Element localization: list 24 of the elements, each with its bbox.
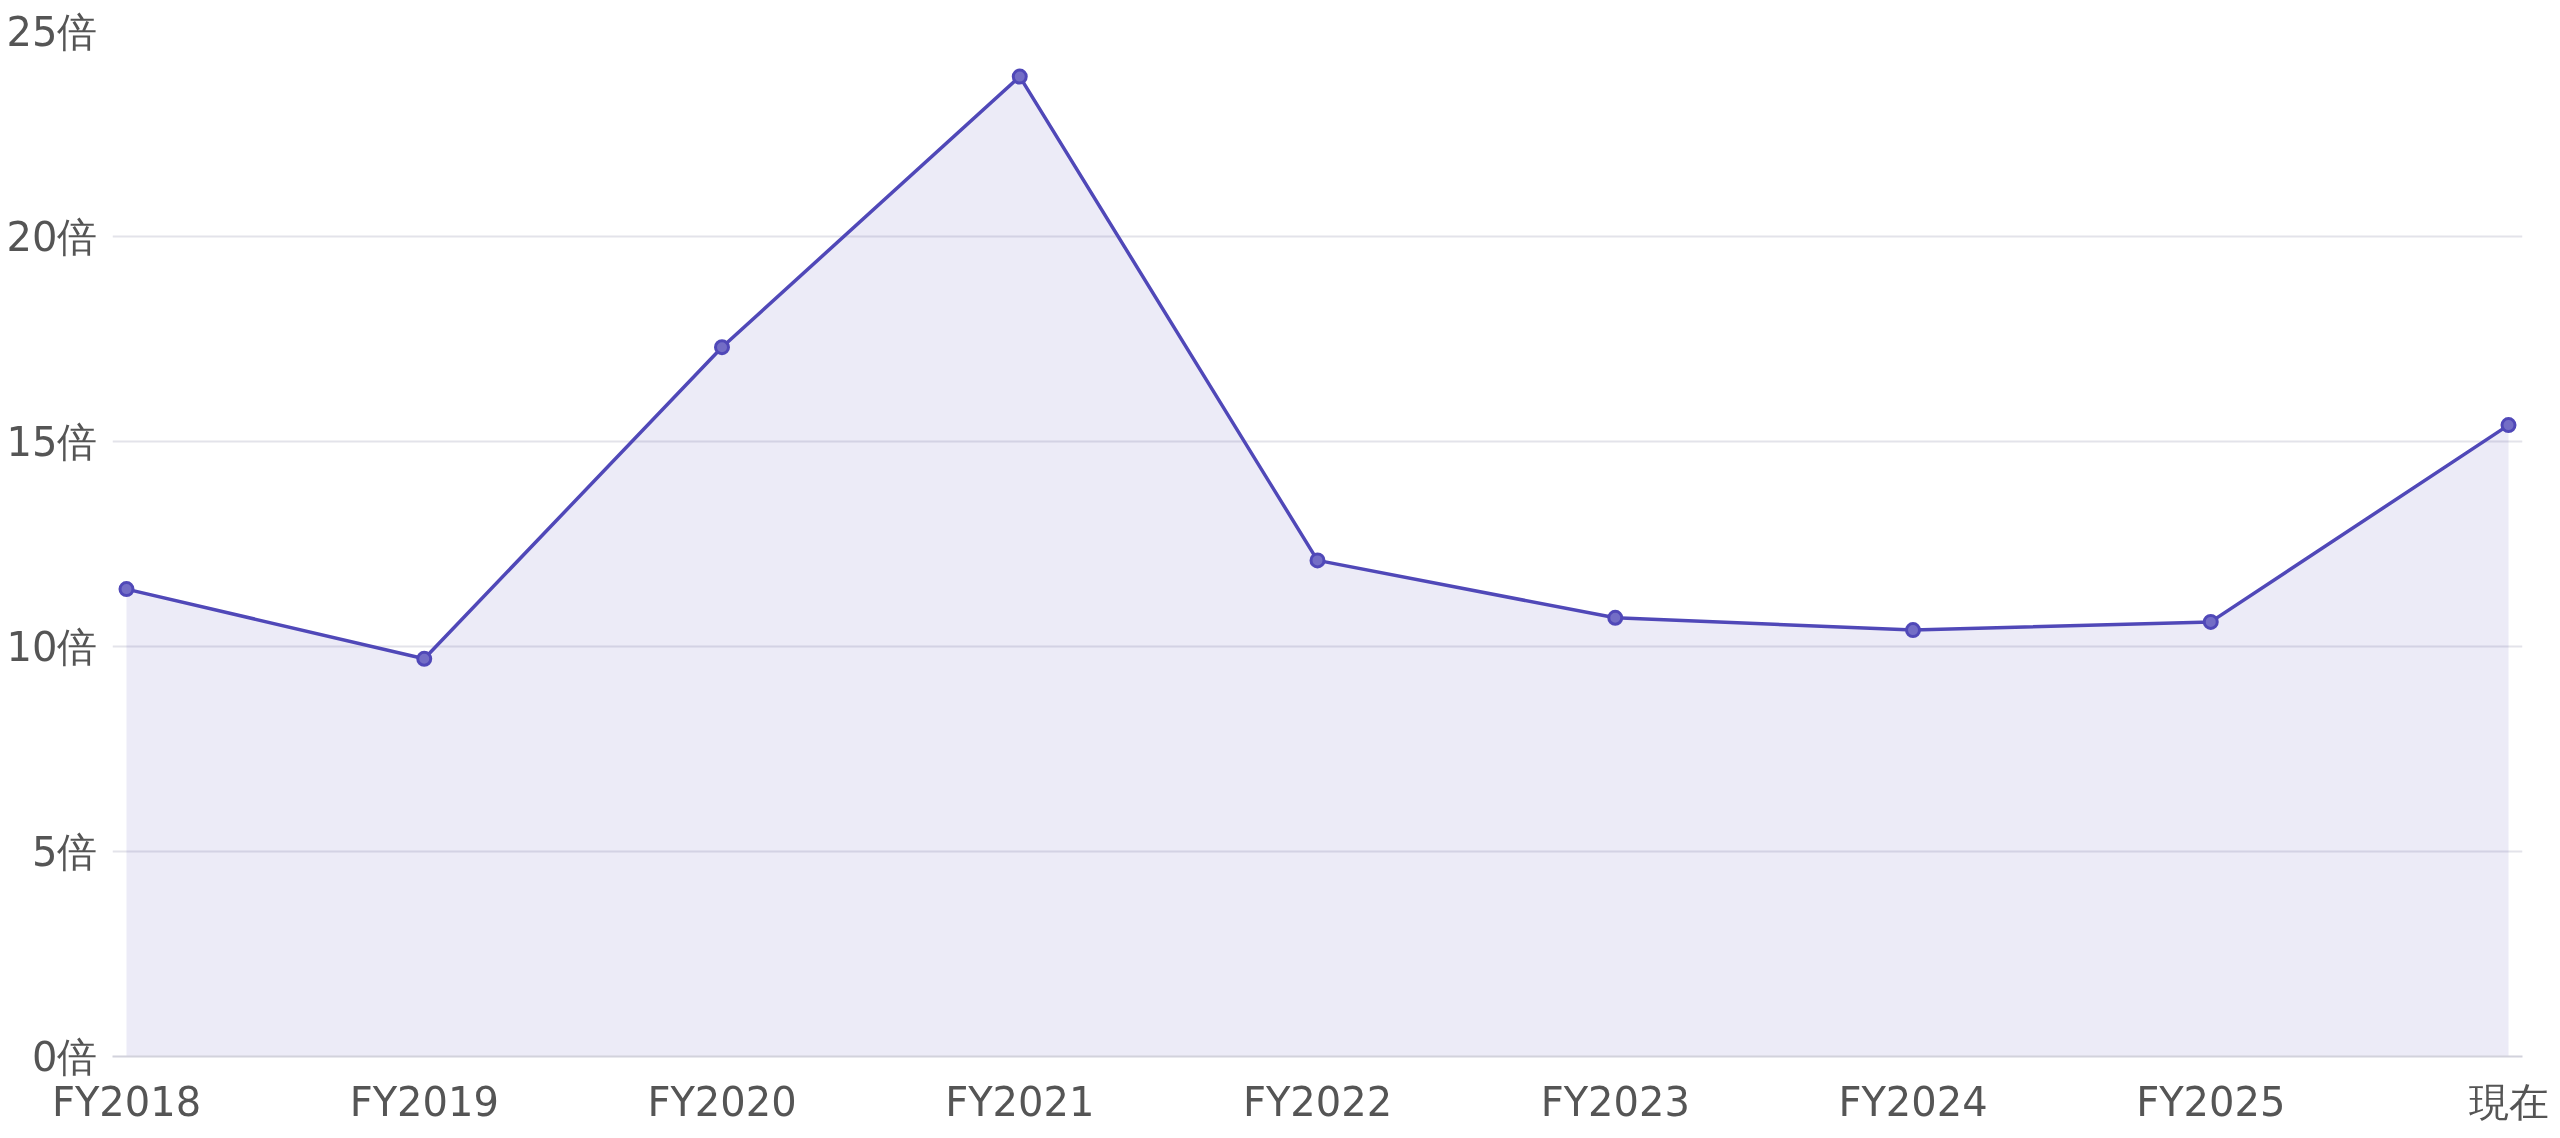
point — [1011, 68, 1028, 85]
y-tick-label: 10倍 — [6, 623, 98, 670]
point — [714, 339, 730, 356]
point — [416, 650, 433, 667]
y-tick-label: 25倍 — [6, 8, 98, 55]
x-tick-label: FY2020 — [647, 1078, 797, 1125]
point — [1607, 609, 1624, 626]
x-tick-label: FY2018 — [51, 1078, 202, 1125]
point — [118, 581, 135, 598]
point — [1309, 552, 1326, 569]
y-tick-label: 0倍 — [32, 1033, 98, 1080]
point — [1905, 622, 1921, 639]
x-tick-label: FY2021 — [945, 1078, 1095, 1125]
y-tick-label: 5倍 — [32, 828, 98, 875]
x-tick-label: FY2023 — [1540, 1078, 1690, 1125]
x-tick-label: FY2024 — [1838, 1078, 1988, 1125]
x-tick-label: FY2025 — [2136, 1078, 2286, 1125]
point — [2500, 417, 2517, 434]
x-tick-label: 現在 — [2468, 1078, 2549, 1125]
x-tick-label: FY2019 — [349, 1078, 499, 1125]
x-tick-label: FY2022 — [1242, 1078, 1393, 1125]
y-tick-label: 15倍 — [6, 418, 98, 465]
point — [2202, 613, 2219, 630]
y-tick-label: 20倍 — [6, 213, 98, 260]
